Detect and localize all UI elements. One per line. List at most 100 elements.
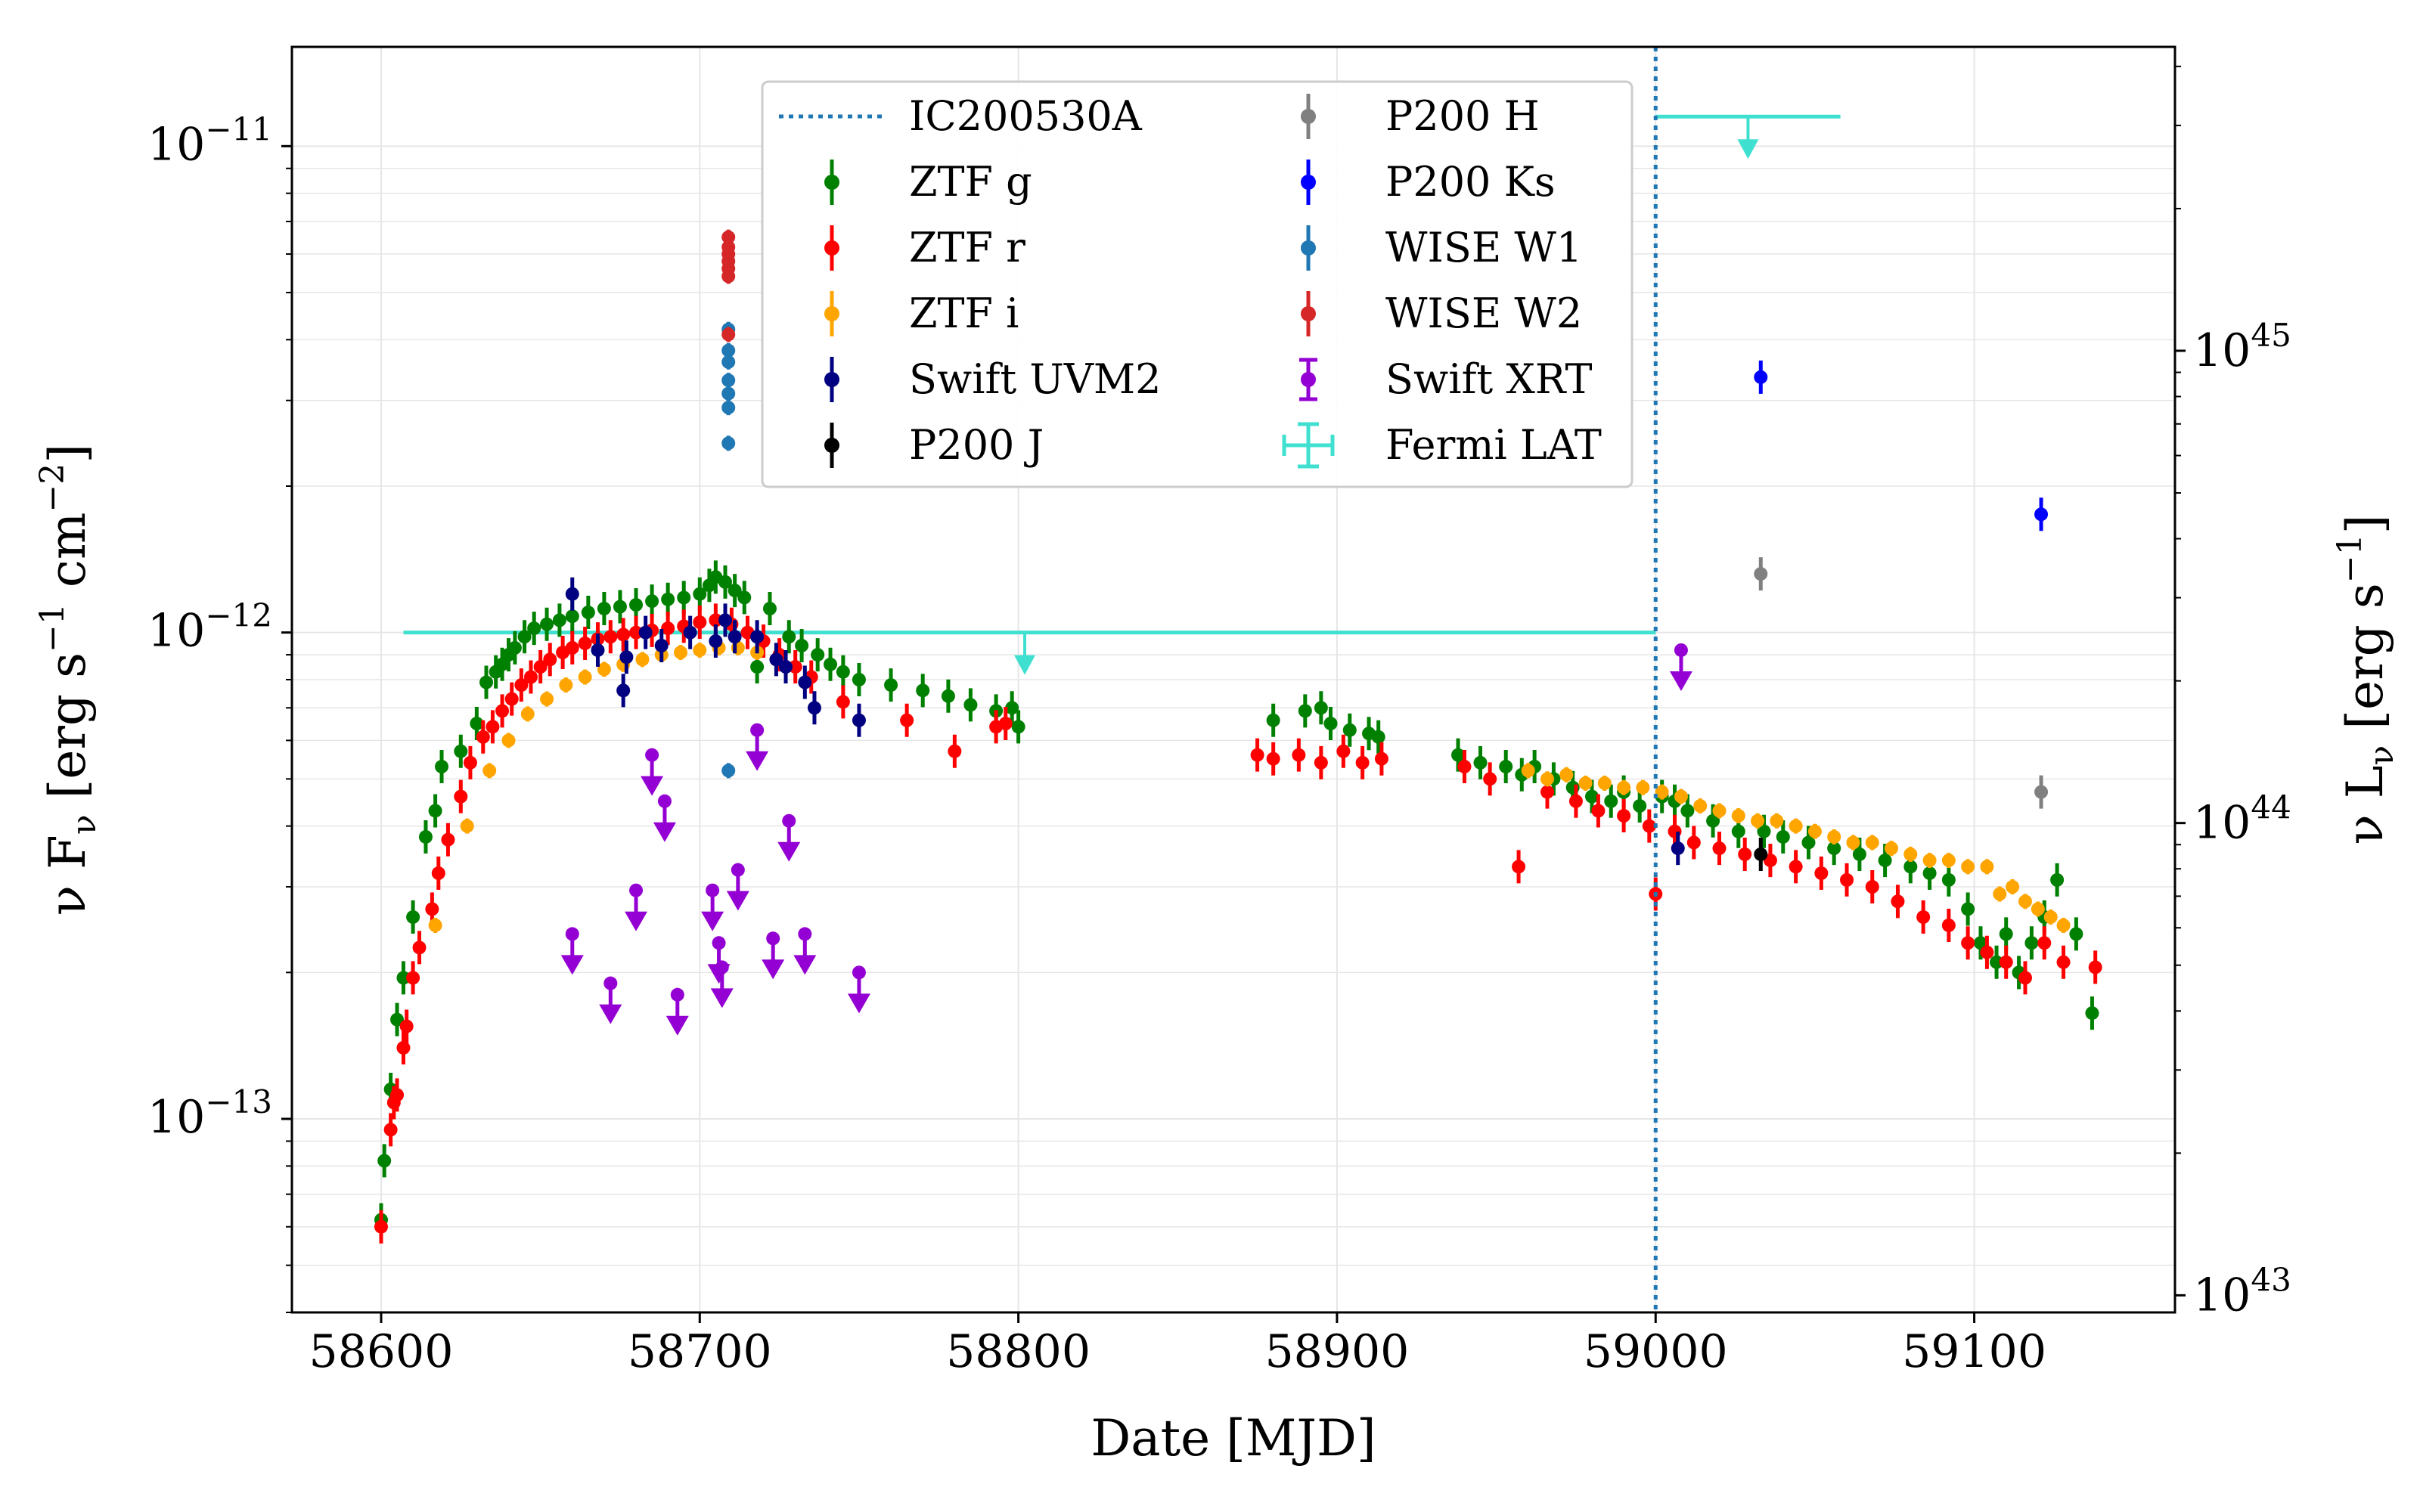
data-point (470, 717, 484, 731)
swift-xrt-arrow-head (746, 751, 769, 771)
data-point (1591, 804, 1606, 818)
data-point (2085, 1006, 2099, 1021)
data-point (1568, 794, 1583, 808)
data-point (1801, 835, 1816, 850)
legend-item: ZTF i (824, 290, 1019, 337)
data-point (441, 832, 455, 847)
data-point (1512, 860, 1526, 874)
series-ztf-r (374, 603, 2102, 1244)
data-point (1266, 751, 1280, 766)
data-point (1451, 748, 1466, 762)
y-axis-label: ν Fν [erg s−1 cm−2] (33, 444, 104, 916)
data-point (1693, 799, 1708, 813)
data-point (750, 660, 765, 674)
data-point (1559, 767, 1574, 782)
data-point (495, 657, 510, 671)
data-point (1674, 789, 1688, 804)
data-point (616, 627, 631, 642)
data-point (1731, 809, 1745, 823)
legend-label: IC200530A (909, 92, 1143, 140)
data-point (476, 730, 490, 744)
legend-label: Swift UVM2 (909, 355, 1162, 403)
data-point (1011, 720, 1025, 734)
data-point (1636, 780, 1650, 795)
data-point (1617, 809, 1631, 823)
y2-tick-label: 1044 (2193, 789, 2291, 850)
series-ztf-g (374, 560, 2099, 1237)
data-point (1891, 894, 1905, 909)
data-point (507, 640, 522, 655)
data-point (396, 971, 411, 985)
legend-item: ZTF r (824, 224, 1025, 271)
data-point (852, 673, 866, 686)
data-point (1961, 860, 1975, 874)
y2-tick-label: 1045 (2193, 317, 2291, 377)
data-point (728, 630, 742, 644)
swift-xrt-arrow-head (710, 988, 734, 1009)
data-point (1941, 872, 1956, 887)
data-point (2043, 910, 2058, 925)
data-point (1483, 772, 1497, 786)
data-point (721, 373, 736, 388)
data-point (482, 764, 497, 778)
legend-marker-dot (1301, 175, 1316, 190)
fermi-lat-arrow-head (1737, 139, 1759, 160)
legend-marker-dot (1301, 109, 1316, 124)
data-point (1922, 854, 1937, 868)
data-point (721, 436, 736, 451)
data-point (396, 1040, 411, 1055)
data-point (635, 652, 650, 667)
data-point (1314, 701, 1328, 715)
legend-item: IC200530A (779, 92, 1143, 140)
data-point (435, 760, 449, 774)
data-point (721, 343, 736, 358)
data-point (1999, 927, 2013, 941)
data-point (1757, 824, 1771, 838)
data-point (517, 630, 532, 644)
legend-label: P200 H (1385, 92, 1540, 140)
data-point (1540, 772, 1554, 786)
data-point (495, 704, 510, 718)
data-point (1578, 776, 1593, 790)
data-point (552, 613, 566, 627)
data-point (629, 598, 644, 612)
data-point (718, 613, 732, 627)
data-point (2037, 936, 2052, 950)
legend-label: WISE W1 (1385, 224, 1582, 271)
data-point (1005, 701, 1019, 715)
data-point (1731, 824, 1745, 838)
data-point (1473, 755, 1488, 770)
data-point (1680, 804, 1695, 818)
data-point (504, 692, 519, 706)
data-point (1885, 841, 1899, 856)
data-point (1323, 717, 1338, 731)
data-point (1789, 860, 1803, 874)
swift-xrt-arrow-head (653, 822, 676, 842)
data-point (721, 230, 736, 244)
data-point (2069, 927, 2083, 941)
data-point (2024, 936, 2039, 950)
data-point (1827, 841, 1841, 856)
data-point (941, 689, 955, 703)
swift-xrt-arrow-head (701, 911, 724, 931)
data-point (750, 630, 765, 644)
data-point (2018, 894, 2032, 909)
legend-item: Fermi LAT (1282, 421, 1602, 469)
data-point (1980, 860, 1994, 874)
data-point (1999, 955, 2013, 969)
data-point (565, 640, 579, 655)
data-point (2006, 880, 2020, 894)
data-point (597, 662, 611, 677)
legend-label: Fermi LAT (1385, 421, 1602, 469)
data-point (2056, 918, 2071, 932)
data-point (559, 678, 573, 692)
data-point (1903, 860, 1918, 874)
data-point (406, 971, 420, 985)
legend-label: ZTF r (909, 224, 1025, 271)
data-point (454, 744, 468, 758)
swift-xrt-arrow-head (666, 1015, 689, 1036)
data-point (798, 675, 812, 689)
data-point (1642, 819, 1656, 833)
data-point (613, 600, 627, 614)
data-point (769, 652, 783, 667)
